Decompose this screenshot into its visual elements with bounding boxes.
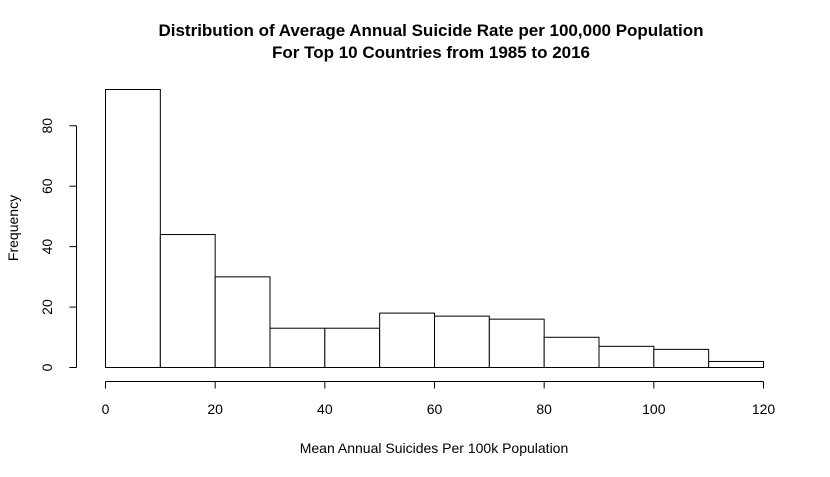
y-tick-label: 0 (39, 363, 55, 371)
x-tick-label: 80 (536, 401, 552, 417)
histogram-bar (543, 336, 600, 369)
histogram-bar (214, 276, 271, 369)
x-axis: 0 20 40 60 80 100 120 (102, 381, 776, 417)
x-tick-label: 20 (207, 401, 223, 417)
y-axis-label: Frequency (5, 195, 21, 261)
y-axis: 0 20 40 60 80 (39, 118, 77, 371)
x-tick-label: 100 (642, 401, 666, 417)
bars-group (105, 89, 765, 369)
histogram-bar (159, 234, 216, 368)
histogram-bar (598, 345, 655, 369)
x-tick-label: 0 (102, 401, 110, 417)
y-tick-label: 60 (39, 178, 55, 194)
y-tick-label: 80 (39, 118, 55, 134)
histogram-bar (269, 327, 326, 368)
x-axis-label: Mean Annual Suicides Per 100k Population (300, 440, 569, 456)
histogram-bar (324, 327, 381, 368)
histogram-bar (653, 348, 710, 369)
histogram-bar (708, 360, 765, 368)
histogram-bar (379, 312, 435, 369)
histogram-bar (488, 318, 545, 368)
chart-title: Distribution of Average Annual Suicide R… (158, 21, 703, 40)
y-tick-label: 40 (39, 239, 55, 255)
x-tick-label: 40 (317, 401, 333, 417)
histogram-bar (434, 315, 490, 368)
histogram-bar (105, 89, 161, 368)
x-tick-label: 120 (752, 401, 776, 417)
chart-subtitle: For Top 10 Countries from 1985 to 2016 (272, 43, 590, 62)
x-tick-label: 60 (427, 401, 443, 417)
y-tick-label: 20 (39, 299, 55, 315)
